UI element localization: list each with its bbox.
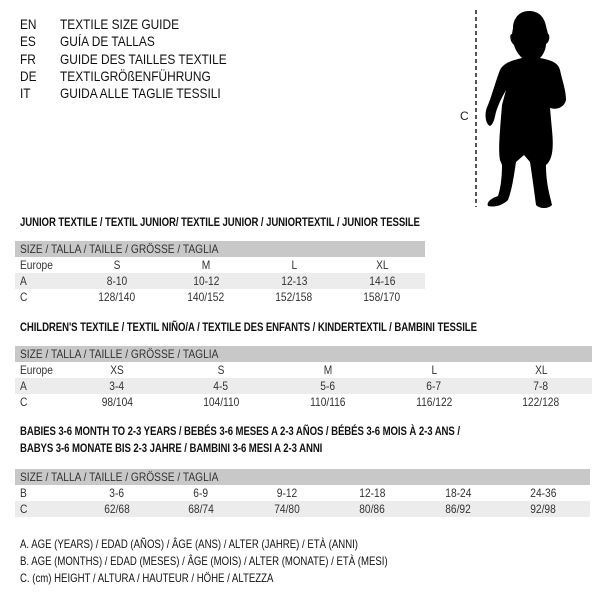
table-cell: 12-18 bbox=[358, 486, 386, 500]
junior-section-title: JUNIOR TEXTILE / TEXTIL JUNIOR/ TEXTILE … bbox=[20, 215, 420, 229]
row-label: C bbox=[20, 290, 28, 304]
table-cell: 68/74 bbox=[188, 502, 214, 516]
table-cell: 5-6 bbox=[320, 379, 336, 393]
table-cell: M bbox=[323, 363, 333, 377]
row-label: Europe bbox=[20, 258, 53, 272]
table-cell: 7-8 bbox=[533, 379, 549, 393]
table-row: B 3-6 6-9 9-12 12-18 18-24 24-36 bbox=[15, 485, 590, 501]
babies-section-title-line2: BABYS 3-6 MONATE BIS 2-3 JAHRE / BAMBINI… bbox=[20, 441, 323, 455]
table-row: Europe XS S M L XL bbox=[15, 362, 592, 378]
junior-size-table: SIZE / TALLA / TAILLE / GRÖSSE / TAGLIA … bbox=[15, 241, 425, 305]
size-header-label: SIZE / TALLA / TAILLE / GRÖSSE / TAGLIA bbox=[20, 347, 219, 361]
table-row: Europe S M L XL bbox=[15, 257, 425, 273]
table-cell: 6-7 bbox=[426, 379, 442, 393]
table-cell: 116/122 bbox=[415, 395, 453, 409]
children-section-title: CHILDREN'S TEXTILE / TEXTIL NIÑO/A / TEX… bbox=[20, 320, 477, 334]
child-silhouette-figure: C bbox=[460, 10, 566, 208]
table-cell: 98/104 bbox=[101, 395, 133, 409]
row-label: B bbox=[20, 486, 27, 500]
table-cell: M bbox=[201, 258, 211, 272]
table-cell: 6-9 bbox=[193, 486, 209, 500]
language-code: DE bbox=[20, 67, 37, 84]
babies-section-title-line1: BABIES 3-6 MONTH TO 2-3 YEARS / BEBÉS 3-… bbox=[20, 424, 460, 438]
table-row: C 62/68 68/74 74/80 80/86 86/92 92/98 bbox=[15, 501, 590, 517]
table-cell: 10-12 bbox=[192, 274, 220, 288]
table-cell: 104/110 bbox=[202, 395, 240, 409]
table-cell: 74/80 bbox=[274, 502, 300, 516]
row-label: Europe bbox=[20, 363, 53, 377]
table-cell: XL bbox=[375, 258, 389, 272]
language-code: ES bbox=[20, 33, 36, 50]
table-cell: L bbox=[431, 363, 437, 377]
row-label: C bbox=[20, 502, 28, 516]
language-code: IT bbox=[20, 85, 31, 102]
legend-a: A. AGE (YEARS) / EDAD (AÑOS) / ÂGE (ANS)… bbox=[20, 537, 359, 551]
row-label: C bbox=[20, 395, 28, 409]
guide-title: TEXTILE SIZE GUIDE bbox=[60, 16, 180, 32]
table-cell: 158/170 bbox=[363, 290, 401, 304]
legend-c: C. (cm) HEIGHT / ALTURA / HAUTEUR / HÖHE… bbox=[20, 571, 274, 585]
guide-title: GUÍA DE TALLAS bbox=[60, 33, 155, 50]
table-cell: 14-16 bbox=[368, 274, 396, 288]
table-row: A 8-10 10-12 12-13 14-16 bbox=[15, 273, 425, 289]
table-cell: 18-24 bbox=[444, 486, 472, 500]
table-cell: 8-10 bbox=[106, 274, 128, 288]
legend-b: B. AGE (MONTHS) / EDAD (MESES) / ÂGE (MO… bbox=[20, 554, 388, 568]
table-cell: XS bbox=[110, 363, 124, 377]
row-label: A bbox=[20, 379, 27, 393]
table-cell: 140/152 bbox=[187, 290, 225, 304]
table-cell: S bbox=[113, 258, 121, 272]
size-header-row: SIZE / TALLA / TAILLE / GRÖSSE / TAGLIA bbox=[15, 346, 592, 362]
table-cell: XL bbox=[534, 363, 548, 377]
children-size-table: SIZE / TALLA / TAILLE / GRÖSSE / TAGLIA … bbox=[15, 346, 592, 410]
table-cell: 12-13 bbox=[280, 274, 308, 288]
table-cell: 3-4 bbox=[109, 379, 125, 393]
table-row: C 128/140 140/152 152/158 158/170 bbox=[15, 289, 425, 305]
size-header-row: SIZE / TALLA / TAILLE / GRÖSSE / TAGLIA bbox=[15, 241, 425, 257]
table-cell: 3-6 bbox=[109, 486, 125, 500]
table-cell: S bbox=[217, 363, 225, 377]
table-cell: L bbox=[291, 258, 297, 272]
table-cell: 62/68 bbox=[104, 502, 130, 516]
guide-title: GUIDA ALLE TAGLIE TESSILI bbox=[60, 85, 221, 102]
table-cell: 24-36 bbox=[529, 486, 557, 500]
babies-size-table: SIZE / TALLA / TAILLE / GRÖSSE / TAGLIA … bbox=[15, 469, 590, 517]
table-cell: 86/92 bbox=[445, 502, 471, 516]
size-header-label: SIZE / TALLA / TAILLE / GRÖSSE / TAGLIA bbox=[20, 242, 219, 256]
table-cell: 128/140 bbox=[98, 290, 136, 304]
guide-title: GUIDE DES TAILLES TEXTILE bbox=[60, 50, 227, 67]
size-header-row: SIZE / TALLA / TAILLE / GRÖSSE / TAGLIA bbox=[15, 469, 590, 485]
table-cell: 152/158 bbox=[275, 290, 313, 304]
table-row: C 98/104 104/110 110/116 116/122 122/128 bbox=[15, 394, 592, 410]
table-cell: 80/86 bbox=[359, 502, 385, 516]
table-cell: 122/128 bbox=[522, 395, 560, 409]
height-label: C bbox=[460, 109, 469, 123]
table-row: A 3-4 4-5 5-6 6-7 7-8 bbox=[15, 378, 592, 394]
child-silhouette-icon bbox=[485, 11, 566, 208]
table-cell: 9-12 bbox=[276, 486, 298, 500]
guide-title: TEXTILGRÖßENFÜHRUNG bbox=[60, 67, 211, 84]
table-cell: 4-5 bbox=[213, 379, 229, 393]
size-header-label: SIZE / TALLA / TAILLE / GRÖSSE / TAGLIA bbox=[20, 470, 219, 484]
row-label: A bbox=[20, 274, 27, 288]
language-code: EN bbox=[20, 16, 37, 32]
table-cell: 110/116 bbox=[310, 395, 346, 409]
language-code: FR bbox=[20, 50, 36, 67]
table-cell: 92/98 bbox=[530, 502, 556, 516]
